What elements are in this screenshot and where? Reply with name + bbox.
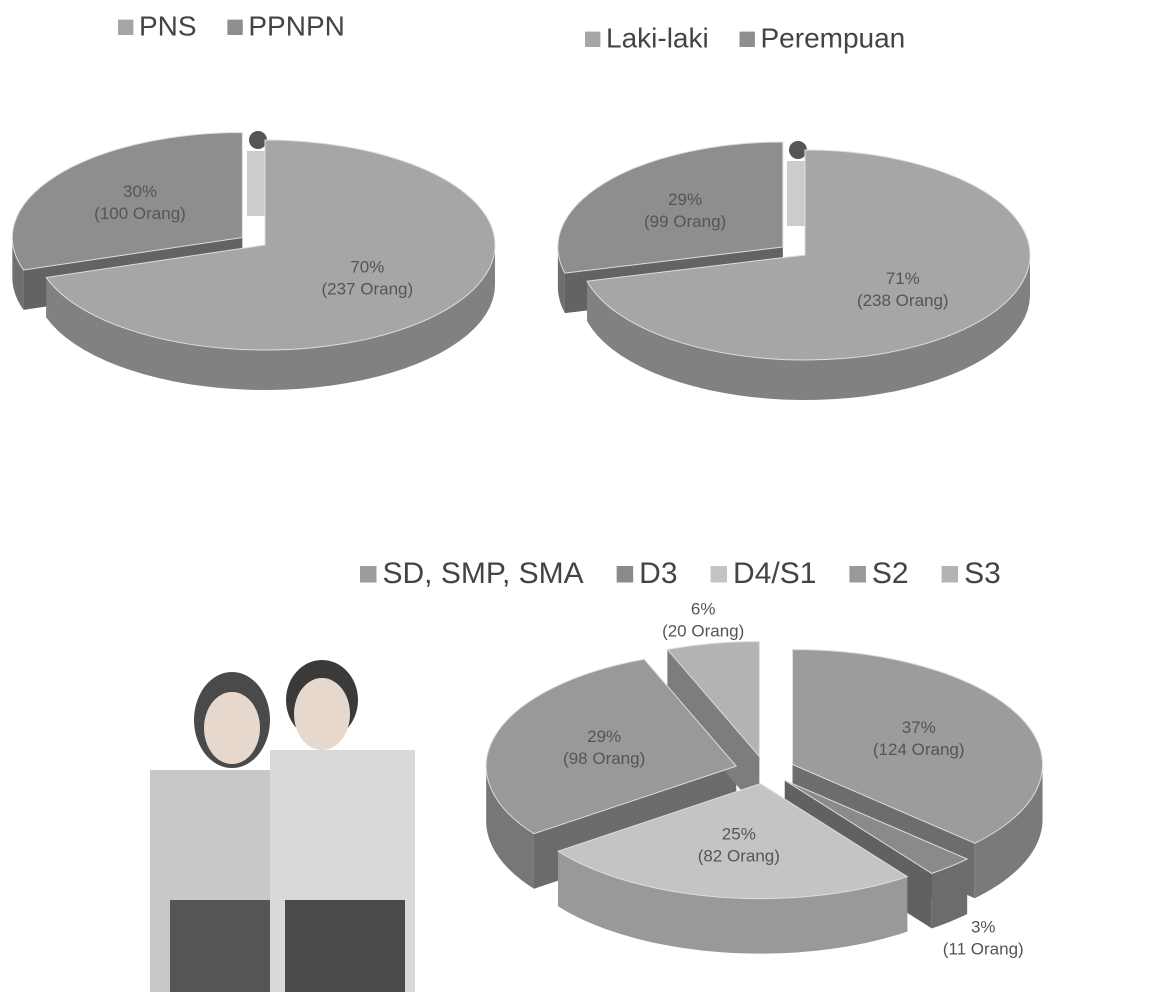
slice xyxy=(557,141,784,274)
legend-swatch xyxy=(616,566,634,583)
legend-swatch xyxy=(585,31,601,47)
data-label: (100 Orang) xyxy=(94,204,186,223)
slice-wall xyxy=(486,766,534,889)
legend-label: PNS xyxy=(139,10,197,41)
slice-wall xyxy=(12,237,24,310)
slice-wall xyxy=(558,851,908,954)
legend-swatch xyxy=(941,566,959,583)
slice-wall xyxy=(557,246,565,314)
slice xyxy=(485,658,738,835)
legend-label: S3 xyxy=(964,557,1001,590)
legend-swatch xyxy=(849,566,866,583)
legend-label: S2 xyxy=(872,557,909,590)
data-label: (99 Orang) xyxy=(644,212,726,231)
data-label: 37% xyxy=(902,718,936,737)
data-label: 30% xyxy=(123,182,157,201)
legend-swatch xyxy=(118,19,134,35)
data-label: (124 Orang) xyxy=(873,740,965,759)
slice xyxy=(11,131,243,271)
slice xyxy=(586,149,1031,361)
data-label: (82 Orang) xyxy=(698,847,780,866)
data-label: (237 Orang) xyxy=(322,279,414,298)
data-label: 6% xyxy=(691,599,716,618)
legend-swatch xyxy=(739,31,755,47)
slice-wall xyxy=(587,255,1030,400)
slice xyxy=(666,640,760,758)
data-label: (20 Orang) xyxy=(662,621,744,640)
data-label: 29% xyxy=(668,190,702,209)
slice xyxy=(556,783,909,900)
data-label: (98 Orang) xyxy=(563,749,645,768)
legend-label: SD, SMP, SMA xyxy=(383,557,584,590)
slice-side xyxy=(667,649,760,812)
people-illustration xyxy=(150,660,415,992)
legend-swatch xyxy=(710,566,728,583)
legend-label: D3 xyxy=(639,557,677,590)
slice xyxy=(45,139,496,351)
slice-wall xyxy=(46,245,496,390)
data-label: (238 Orang) xyxy=(857,291,949,310)
legend-label: D4/S1 xyxy=(733,557,816,590)
slice-wall xyxy=(931,859,968,929)
data-label: (11 Orang) xyxy=(943,939,1024,958)
data-label: 70% xyxy=(350,257,384,276)
slice-wall xyxy=(974,764,1043,899)
legend-swatch xyxy=(360,566,377,583)
data-label: 3% xyxy=(971,917,996,936)
legend-swatch xyxy=(227,19,243,35)
data-label: 71% xyxy=(886,269,920,288)
data-label: 25% xyxy=(722,825,756,844)
data-label: 29% xyxy=(587,727,621,746)
legend-label: PPNPN xyxy=(248,10,344,41)
slice xyxy=(784,779,969,874)
legend-label: Laki-laki xyxy=(606,22,709,53)
slice xyxy=(792,649,1043,844)
legend-label: Perempuan xyxy=(761,22,906,53)
